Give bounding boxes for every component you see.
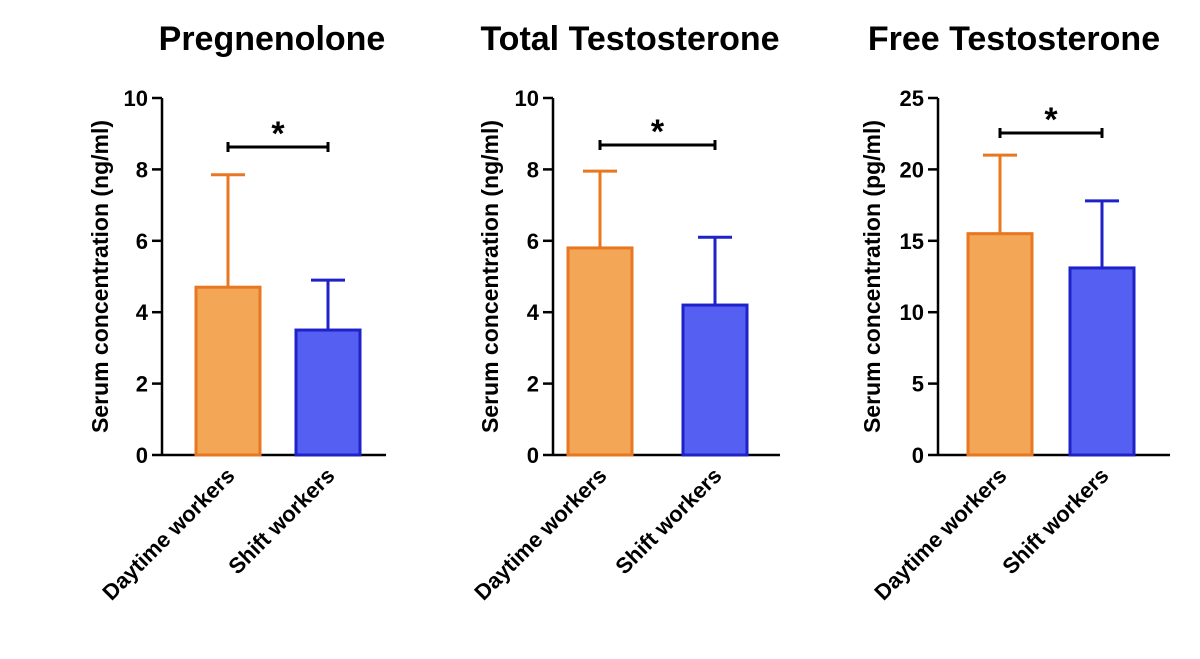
category-label: Daytime workers	[97, 463, 239, 605]
chart-panel-2: Total Testosterone Serum concentration (n…	[469, 20, 780, 605]
significance-marker: *	[271, 115, 285, 153]
chart-title: Free Testosterone	[868, 20, 1160, 58]
y-tick-label: 20	[900, 157, 924, 182]
y-tick-label: 10	[515, 86, 539, 111]
y-axis-label: Serum concentration (ng/ml)	[477, 120, 503, 433]
category-label: Daytime workers	[869, 463, 1011, 605]
y-tick-label: 4	[136, 300, 149, 325]
category-label: Shift workers	[997, 463, 1113, 579]
y-tick-label: 0	[912, 443, 924, 468]
bar-daytime-workers	[194, 285, 262, 457]
chart-panel-1: Pregnenolone Serum concentration (ng/ml) 0…	[87, 20, 386, 605]
y-tick-label: 4	[527, 300, 540, 325]
chart-title: Total Testosterone	[480, 20, 779, 58]
y-tick-label: 8	[136, 157, 148, 182]
y-tick-label: 6	[527, 229, 539, 254]
bar-shift-workers	[294, 328, 362, 457]
chart-title: Pregnenolone	[159, 20, 386, 58]
chart-panel-3: Free Testosterone Serum concentration (pg…	[859, 20, 1170, 605]
category-label: Shift workers	[610, 463, 726, 579]
category-label: Daytime workers	[469, 463, 611, 605]
bar-daytime-workers	[966, 232, 1034, 457]
y-tick-label: 10	[900, 300, 924, 325]
y-tick-label: 2	[527, 372, 539, 397]
y-tick-label: 10	[124, 86, 148, 111]
category-label: Shift workers	[223, 463, 339, 579]
bar-daytime-workers	[566, 246, 634, 457]
significance-marker: *	[1044, 101, 1058, 139]
y-tick-label: 0	[136, 443, 148, 468]
y-tick-label: 5	[912, 372, 924, 397]
significance-marker: *	[651, 113, 665, 151]
y-tick-label: 0	[527, 443, 539, 468]
y-tick-label: 2	[136, 372, 148, 397]
y-axis-label: Serum concentration (ng/ml)	[87, 120, 113, 433]
y-tick-label: 25	[900, 86, 924, 111]
bar-shift-workers	[681, 303, 749, 457]
y-tick-label: 8	[527, 157, 539, 182]
y-tick-label: 15	[900, 229, 924, 254]
y-axis-label: Serum concentration (pg/ml)	[859, 120, 885, 433]
bar-shift-workers	[1068, 266, 1136, 457]
y-tick-label: 6	[136, 229, 148, 254]
